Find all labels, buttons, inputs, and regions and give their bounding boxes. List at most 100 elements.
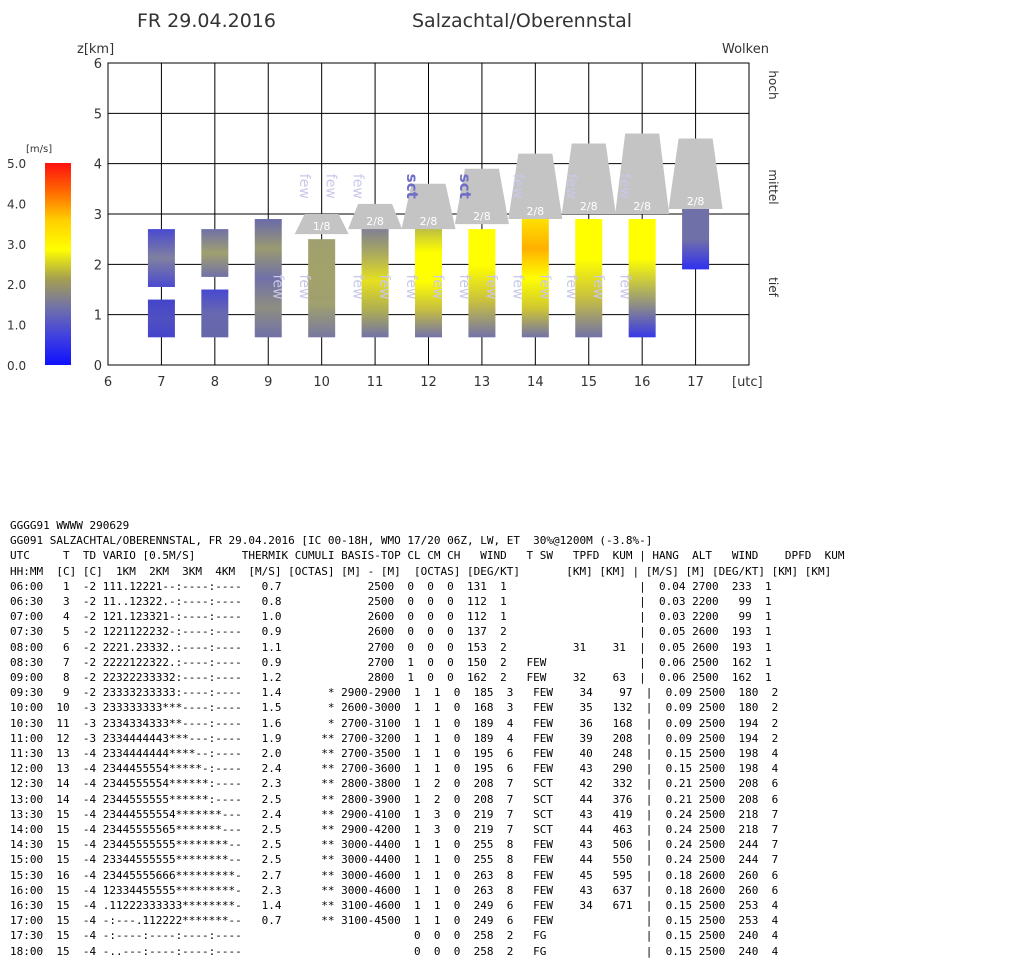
plot-frame bbox=[107, 62, 750, 366]
cloud-type-label: few bbox=[296, 274, 312, 299]
report-row: 10:00 10 -3 233333333***----:---- 1.5 * … bbox=[10, 701, 779, 715]
x-tick-label: 6 bbox=[104, 375, 112, 390]
cloud-type-label: few bbox=[376, 274, 392, 299]
report-row: 17:00 15 -4 -:---.112222*******-- 0.7 **… bbox=[10, 914, 779, 928]
thermal-column-bar bbox=[201, 229, 229, 277]
clouds-label: Wolken bbox=[722, 42, 769, 57]
x-tick-label: 9 bbox=[264, 375, 272, 390]
cloud-shape bbox=[401, 183, 456, 230]
cloud-type-label: few bbox=[269, 274, 285, 299]
colorbar-tick-label: 0.0 bbox=[7, 359, 26, 373]
report-row: 17:30 15 -4 -:----:----:----:---- 0 0 0 … bbox=[10, 929, 779, 943]
report-row: 08:00 6 -2 2221.23332.:----:---- 1.1 270… bbox=[10, 640, 772, 654]
cloud-type-label: few bbox=[616, 274, 632, 299]
cloud-shape bbox=[508, 153, 563, 220]
forecast-report: GGGG91 WWWW 290629 GG091 SALZACHTAL/OBERE… bbox=[10, 518, 844, 959]
cloud-type-label: sct bbox=[403, 174, 421, 199]
thermal-forecast-chart: FR 29.04.2016 Salzachtal/Oberennstal z[k… bbox=[7, 10, 780, 390]
y-tick-label: 3 bbox=[94, 208, 102, 223]
x-tick-label: 11 bbox=[367, 375, 384, 390]
report-row: 14:30 15 -4 23445555555********-- 2.5 **… bbox=[10, 838, 779, 852]
cloud-cover-label: 2/8 bbox=[473, 210, 491, 223]
thermal-column-bar bbox=[468, 229, 496, 338]
forecast-date: FR 29.04.2016 bbox=[137, 10, 276, 32]
report-row: 06:30 3 -2 11..12322.-:----:---- 0.8 250… bbox=[10, 595, 772, 609]
thermal-column-bar bbox=[415, 224, 442, 338]
cloud-layer-label: mittel bbox=[766, 169, 780, 204]
colorbar-tick-label: 2.0 bbox=[7, 278, 26, 292]
x-tick-label: 16 bbox=[634, 375, 651, 390]
cloud-cover-label: 2/8 bbox=[580, 200, 598, 213]
region-title: Salzachtal/Oberennstal bbox=[412, 10, 632, 32]
cloud-type-label: few bbox=[483, 274, 499, 299]
report-row: 13:00 14 -4 2344555555******:---- 2.5 **… bbox=[10, 792, 779, 806]
cloud-shape bbox=[294, 214, 349, 235]
cloud-shape bbox=[668, 138, 723, 209]
x-tick-label: 14 bbox=[527, 375, 544, 390]
report-row: 11:00 12 -3 2334444443***---:---- 1.9 **… bbox=[10, 731, 779, 745]
cloud-cover-label: 2/8 bbox=[366, 215, 384, 228]
report-row: 18:00 15 -4 -..---:----:----:---- 0 0 0 … bbox=[10, 944, 779, 958]
y-tick-label: 1 bbox=[94, 309, 102, 324]
x-tick-label: 15 bbox=[580, 375, 597, 390]
report-row: 06:00 1 -2 111.12221--:----:---- 0.7 250… bbox=[10, 579, 772, 593]
cloud-cover-label: 2/8 bbox=[633, 200, 651, 213]
thermal-column-bar bbox=[521, 219, 549, 338]
y-axis-label: z[km] bbox=[77, 42, 114, 57]
x-tick-label: 7 bbox=[157, 375, 165, 390]
thermal-column-bar bbox=[575, 219, 603, 338]
thermal-column-bar bbox=[682, 208, 710, 270]
report-row: 07:00 4 -2 121.123321-:----:---- 1.0 260… bbox=[10, 610, 772, 624]
cloud-shape bbox=[561, 143, 616, 214]
thermal-column-bar bbox=[201, 289, 229, 338]
x-tick-label: 8 bbox=[211, 375, 219, 390]
x-axis-unit: [utc] bbox=[732, 375, 763, 390]
cloud-cover-label: 1/8 bbox=[313, 220, 331, 233]
report-row: 12:00 13 -4 2344455554*****-:---- 2.4 **… bbox=[10, 762, 779, 776]
thermal-column-bar bbox=[254, 219, 282, 338]
cloud-type-label: few bbox=[510, 274, 526, 299]
cloud-shape bbox=[615, 133, 670, 214]
report-row: 09:30 9 -2 23333233333:----:---- 1.4 * 2… bbox=[10, 686, 779, 700]
cloud-type-label: few bbox=[323, 174, 339, 199]
y-tick-label: 2 bbox=[94, 258, 102, 273]
cloud-type-label: few bbox=[403, 274, 419, 299]
report-row: 09:00 8 -2 22322233332:----:---- 1.2 280… bbox=[10, 671, 772, 685]
thermal-column-bar bbox=[147, 299, 175, 338]
report-row: 13:30 15 -4 23444555554*******--- 2.4 **… bbox=[10, 807, 779, 821]
thermal-column-bar bbox=[628, 219, 656, 338]
x-tick-label: 13 bbox=[474, 375, 491, 390]
cloud-type-label: few bbox=[590, 274, 606, 299]
colorbar-tick-label: 4.0 bbox=[7, 197, 26, 211]
cloud-type-label: sct bbox=[456, 174, 474, 199]
cloud-cover-label: 2/8 bbox=[526, 205, 544, 218]
report-row: 11:30 13 -4 2334444444****--:---- 2.0 **… bbox=[10, 747, 779, 761]
thermal-column-bar bbox=[147, 229, 175, 287]
x-tick-label: 12 bbox=[420, 375, 437, 390]
cloud-shape bbox=[348, 203, 403, 230]
report-row: 15:00 15 -4 23344555555********-- 2.5 **… bbox=[10, 853, 779, 867]
cloud-type-label: few bbox=[536, 274, 552, 299]
cloud-layer-label: tief bbox=[766, 277, 780, 297]
cloud-type-label: few bbox=[349, 174, 365, 199]
colorbar-tick-label: 5.0 bbox=[7, 157, 26, 171]
report-row: 08:30 7 -2 2222122322.:----:---- 0.9 270… bbox=[10, 655, 772, 669]
thermal-column-bar bbox=[308, 239, 336, 338]
cloud-type-label: few bbox=[563, 274, 579, 299]
y-tick-label: 6 bbox=[94, 57, 102, 72]
report-row: 07:30 5 -2 1221122232-:----:---- 0.9 260… bbox=[10, 625, 772, 639]
x-tick-label: 10 bbox=[313, 375, 330, 390]
colorbar: 5.0 4.0 3.0 2.0 1.0 0.0 bbox=[7, 157, 71, 373]
cloud-type-label: few bbox=[430, 274, 446, 299]
report-row: 10:30 11 -3 2334334333**----:---- 1.6 * … bbox=[10, 716, 779, 730]
cloud-cover-label: 2/8 bbox=[420, 215, 438, 228]
report-row: 15:30 16 -4 23445555666*********- 2.7 **… bbox=[10, 868, 779, 882]
cloud-type-label: few bbox=[456, 274, 472, 299]
y-tick-label: 4 bbox=[94, 158, 102, 173]
report-row: 16:30 15 -4 .11222333333********- 1.4 **… bbox=[10, 899, 779, 913]
cloud-layer-labels: hoch mittel tief bbox=[766, 70, 780, 297]
report-header-line-1: UTC T TD VARIO [0.5M/S] THERMIK CUMULI B… bbox=[10, 549, 845, 563]
report-row: 14:00 15 -4 23445555565*******--- 2.5 **… bbox=[10, 823, 779, 837]
